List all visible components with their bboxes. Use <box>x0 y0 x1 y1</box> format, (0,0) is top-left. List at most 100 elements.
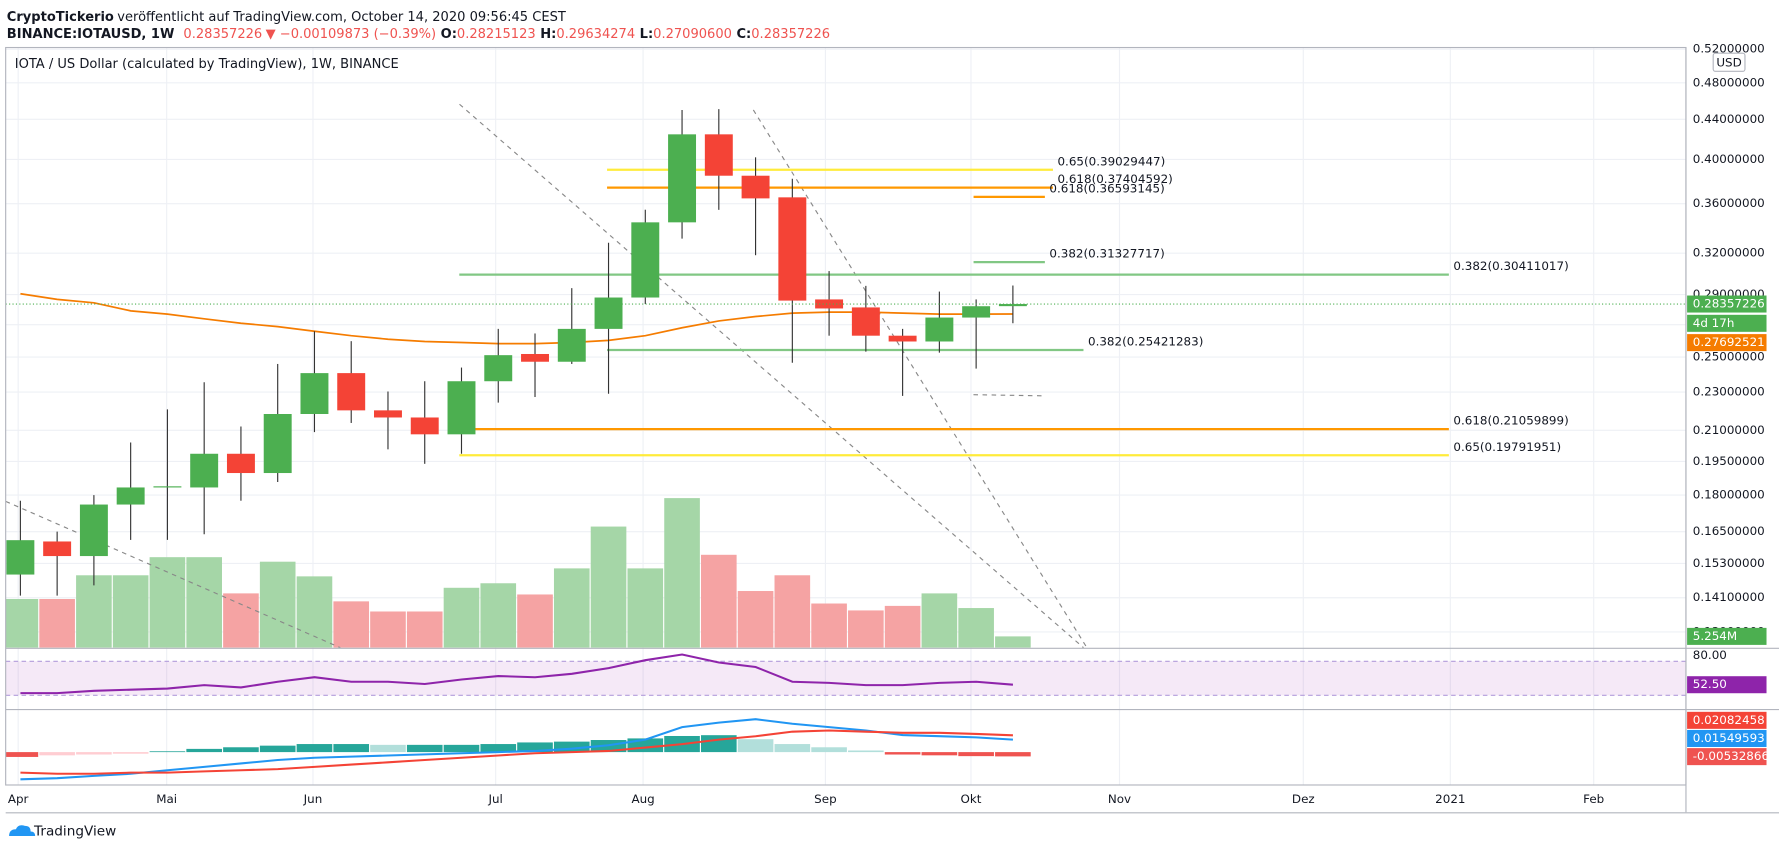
level-label: 0.382(0.31327717) <box>1049 247 1164 261</box>
y-tick-label: 0.36000000 <box>1693 196 1765 210</box>
x-tick-label: Dez <box>1292 792 1315 806</box>
ma-label: 0.27692521 <box>1693 335 1765 349</box>
candle-body <box>300 373 329 415</box>
volume-bar <box>480 583 517 648</box>
x-tick-label: Nov <box>1108 792 1131 806</box>
macd-histogram-bar <box>921 752 958 756</box>
candle-body <box>741 175 770 199</box>
candle-body <box>116 487 145 505</box>
volume-bar <box>517 594 553 648</box>
y-tick-label: 0.40000000 <box>1693 152 1765 166</box>
candle-body <box>447 381 476 435</box>
y-tick-label: 0.25000000 <box>1693 350 1765 364</box>
chart-title: IOTA / US Dollar (calculated by TradingV… <box>15 57 399 72</box>
symbol: BINANCE:IOTAUSD, 1W <box>7 26 175 41</box>
y-tick-label: 0.16500000 <box>1693 524 1765 538</box>
close-key: C: <box>736 26 751 41</box>
signal-label-box <box>1687 711 1767 729</box>
currency-box <box>1712 52 1746 72</box>
rsi-tick-label: 80.00 <box>1693 648 1727 662</box>
y-tick-label: 0.15300000 <box>1693 556 1765 570</box>
frame <box>5 46 1779 814</box>
price-pane: 0.65(0.39029447)0.618(0.37404592)0.618(0… <box>5 103 1686 648</box>
signal-line <box>20 729 1013 775</box>
close-value: 0.28357226 <box>751 26 830 41</box>
change: ▼ −0.00109873 (−0.39%) <box>266 26 436 41</box>
macd-histogram-bar <box>5 752 39 757</box>
volume-bar <box>333 601 370 648</box>
trend-line <box>973 394 1045 397</box>
level-label: 0.618(0.21059899) <box>1453 414 1568 428</box>
candle-body <box>594 297 623 329</box>
candle-body <box>704 134 733 176</box>
x-tick-label: Apr <box>8 792 29 806</box>
signal-label: 0.02082458 <box>1693 713 1765 727</box>
low-value: 0.27090600 <box>653 26 732 41</box>
volume-bar <box>590 526 627 648</box>
volume-bar <box>5 598 39 648</box>
candle-body <box>962 306 991 318</box>
macd-histogram-bar <box>112 752 149 754</box>
macd-histogram-bar <box>296 744 333 753</box>
macd-line <box>20 718 1014 781</box>
countdown-label-box <box>1687 314 1767 332</box>
open-value: 0.28215123 <box>457 26 536 41</box>
macd-histogram-bar <box>811 747 847 753</box>
macd-histogram-bar <box>259 745 296 753</box>
candle-body <box>6 540 35 575</box>
macd-histogram-bar <box>406 744 443 753</box>
macd-histogram-bar <box>884 752 921 755</box>
candle-body <box>410 417 439 435</box>
rsi-label-box <box>1687 676 1767 694</box>
volume-bar <box>995 636 1031 648</box>
volume-bar <box>627 568 664 648</box>
macd-histogram-bar <box>995 752 1031 757</box>
moving-average <box>20 292 1013 345</box>
high-key: H: <box>540 26 556 41</box>
level-label: 0.382(0.25421283) <box>1088 335 1203 349</box>
volume-bar <box>701 554 737 648</box>
macd-histogram-bar <box>774 744 811 753</box>
volume-bar <box>370 611 406 648</box>
volume-bar <box>848 610 884 648</box>
macd-histogram-bar <box>370 744 406 753</box>
open-key: O: <box>441 26 457 41</box>
y-tick-label: 0.52000000 <box>1693 42 1765 56</box>
trend-line <box>752 109 1088 648</box>
volume-bar <box>259 561 296 648</box>
trend-line <box>459 103 1084 648</box>
axes: Apr Mai Jun Jul Aug Sep Okt Nov Dez 2021 Feb 0.5200… <box>8 42 1769 807</box>
candle-body <box>998 304 1027 307</box>
volume-bar <box>811 603 847 648</box>
candle-body <box>778 197 807 301</box>
candle-body <box>668 134 697 223</box>
macd-histogram-bar <box>517 742 553 753</box>
histogram-label-box <box>1687 748 1767 766</box>
macd-histogram-bar <box>223 747 259 753</box>
candle-body <box>79 504 108 557</box>
logo <box>9 825 36 837</box>
volume-pane <box>5 498 1031 648</box>
ma-label-box <box>1687 334 1767 352</box>
y-tick-label: 0.21000000 <box>1693 423 1765 437</box>
x-tick-label: Jul <box>487 792 502 806</box>
x-tick-label: Jun <box>303 792 323 806</box>
macd-histogram-bar <box>958 752 994 757</box>
volume-bar <box>186 557 222 648</box>
volume-bar <box>76 575 112 648</box>
candle-body <box>374 410 402 418</box>
macd-histogram-bar <box>737 739 774 753</box>
x-tick-label: Aug <box>631 792 654 806</box>
y-tick-label: 0.18000000 <box>1693 488 1765 502</box>
volume-bar <box>149 557 186 648</box>
last-price: 0.28357226 <box>183 26 262 41</box>
level-label: 0.65(0.19791951) <box>1453 440 1561 454</box>
rsi-band <box>5 661 1686 696</box>
level-label: 0.618(0.37404592) <box>1057 172 1172 186</box>
macd-histogram-bar <box>39 752 75 756</box>
candle-body <box>43 541 72 557</box>
macd-histogram-bar <box>553 741 590 753</box>
macd-histogram-bar <box>333 744 370 753</box>
macd-label: 0.01549593 <box>1693 731 1765 745</box>
